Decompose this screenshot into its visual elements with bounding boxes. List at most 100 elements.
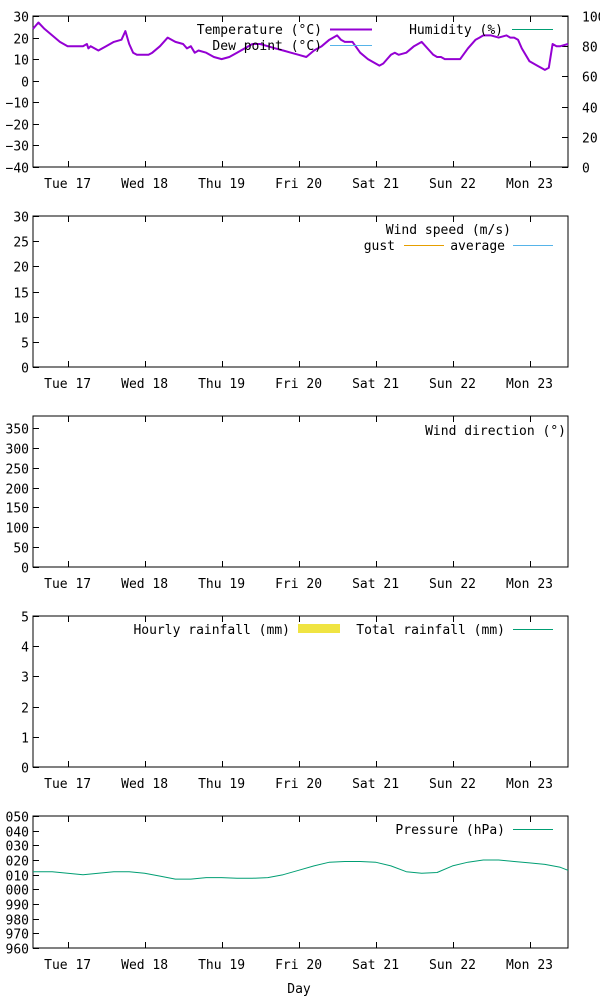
- y2-tick-label: 80: [582, 41, 598, 56]
- x-tick-label: Wed 18: [121, 777, 168, 792]
- y-tick-label: 20: [13, 33, 29, 48]
- plot-frame-3: [32, 615, 569, 768]
- legend-temperature-label: Temperature (°C): [197, 23, 322, 38]
- x-tick-label: Wed 18: [121, 377, 168, 392]
- y-tick-label: 030: [6, 840, 29, 855]
- x-tick-label: Thu 19: [198, 177, 245, 192]
- plot-frame-0: [32, 15, 569, 168]
- plot-frame-4: [32, 815, 569, 949]
- y-tick-label: 15: [13, 287, 29, 302]
- x-tick-label: Sat 21: [352, 377, 399, 392]
- y-tick-label: 25: [13, 236, 29, 251]
- x-tick-label: Fri 20: [275, 177, 322, 192]
- x-tick-label: Mon 23: [506, 958, 553, 973]
- y-tick-label: −40: [6, 162, 29, 177]
- x-axis-title: Day: [287, 982, 311, 997]
- x-tick-label: Wed 18: [121, 958, 168, 973]
- x-tick-label: Fri 20: [275, 377, 322, 392]
- y-tick-label: 10: [13, 54, 29, 69]
- x-tick-label: Wed 18: [121, 577, 168, 592]
- x-tick-label: Thu 19: [198, 777, 245, 792]
- y-tick-label: 010: [6, 870, 29, 885]
- y-tick-label: 0: [21, 76, 29, 91]
- x-tick-label: Thu 19: [198, 377, 245, 392]
- x-tick-label: Sun 22: [429, 958, 476, 973]
- legend-humidity-label: Humidity (%): [409, 23, 503, 38]
- y2-tick-label: 60: [582, 71, 598, 86]
- y-tick-label: 20: [13, 261, 29, 276]
- x-tick-label: Tue 17: [44, 377, 91, 392]
- y-tick-label: 0: [21, 762, 29, 777]
- x-tick-label: Sat 21: [352, 958, 399, 973]
- x-tick-label: Tue 17: [44, 777, 91, 792]
- y-tick-label: 960: [6, 943, 29, 958]
- y-tick-label: 10: [13, 312, 29, 327]
- x-tick-label: Sat 21: [352, 577, 399, 592]
- y2-tick-label: 40: [582, 102, 598, 117]
- x-tick-label: Mon 23: [506, 377, 553, 392]
- temperature-series-line: [32, 21, 569, 71]
- legend-average-label: average: [450, 239, 505, 254]
- legend-gust-label: gust: [364, 239, 395, 254]
- x-tick-label: Sun 22: [429, 177, 476, 192]
- y-tick-label: 4: [21, 641, 29, 656]
- x-tick-label: Sat 21: [352, 177, 399, 192]
- y-tick-label: 1: [21, 732, 29, 747]
- y-tick-label: 150: [6, 502, 29, 517]
- x-tick-label: Tue 17: [44, 577, 91, 592]
- y-tick-label: 3: [21, 671, 29, 686]
- y-tick-label: 0: [21, 562, 29, 577]
- x-tick-label: Sat 21: [352, 777, 399, 792]
- y-tick-label: 020: [6, 855, 29, 870]
- x-tick-label: Mon 23: [506, 177, 553, 192]
- pressure-series-line: [33, 859, 569, 880]
- y-tick-label: 300: [6, 443, 29, 458]
- y-tick-label: 5: [21, 337, 29, 352]
- x-tick-label: Sun 22: [429, 777, 476, 792]
- x-tick-label: Tue 17: [44, 958, 91, 973]
- y-tick-label: 2: [21, 702, 29, 717]
- y-tick-label: 050: [6, 811, 29, 826]
- plot-frame-2: [32, 415, 569, 568]
- y-tick-label: 200: [6, 483, 29, 498]
- legend-hourly-rain-swatch: [298, 624, 340, 633]
- legend-pressure-label: Pressure (hPa): [395, 823, 505, 838]
- x-tick-label: Sun 22: [429, 377, 476, 392]
- y-tick-label: 250: [6, 463, 29, 478]
- y-tick-label: −10: [6, 97, 29, 112]
- y2-tick-label: 20: [582, 132, 598, 147]
- y-tick-label: 970: [6, 928, 29, 943]
- x-tick-label: Wed 18: [121, 177, 168, 192]
- x-tick-label: Fri 20: [275, 577, 322, 592]
- y2-tick-label: 0: [582, 162, 590, 177]
- y-tick-label: 100: [6, 522, 29, 537]
- y2-tick-label: 100: [582, 11, 600, 26]
- x-tick-label: Fri 20: [275, 958, 322, 973]
- y-tick-label: −20: [6, 119, 29, 134]
- y-tick-label: 040: [6, 826, 29, 841]
- y-tick-label: 5: [21, 611, 29, 626]
- y-tick-label: 30: [13, 11, 29, 26]
- y-tick-label: 0: [21, 362, 29, 377]
- x-tick-label: Tue 17: [44, 177, 91, 192]
- legend-dew-point-label: Dew point (°C): [212, 39, 322, 54]
- y-tick-label: 980: [6, 914, 29, 929]
- x-tick-label: Thu 19: [198, 958, 245, 973]
- y-tick-label: 350: [6, 423, 29, 438]
- legend-total-rain-label: Total rainfall (mm): [356, 623, 505, 638]
- wind-speed-title: Wind speed (m/s): [386, 223, 511, 238]
- y-tick-label: 990: [6, 899, 29, 914]
- x-tick-label: Sun 22: [429, 577, 476, 592]
- plot-frame-1: [32, 215, 569, 368]
- x-tick-label: Mon 23: [506, 577, 553, 592]
- y-tick-label: 000: [6, 884, 29, 899]
- legend-wind-direction-label: Wind direction (°): [425, 424, 566, 439]
- x-tick-label: Mon 23: [506, 777, 553, 792]
- legend-hourly-rain-label: Hourly rainfall (mm): [133, 623, 290, 638]
- x-tick-label: Fri 20: [275, 777, 322, 792]
- y-tick-label: 30: [13, 211, 29, 226]
- x-tick-label: Thu 19: [198, 577, 245, 592]
- y-tick-label: −30: [6, 140, 29, 155]
- y-tick-label: 50: [13, 542, 29, 557]
